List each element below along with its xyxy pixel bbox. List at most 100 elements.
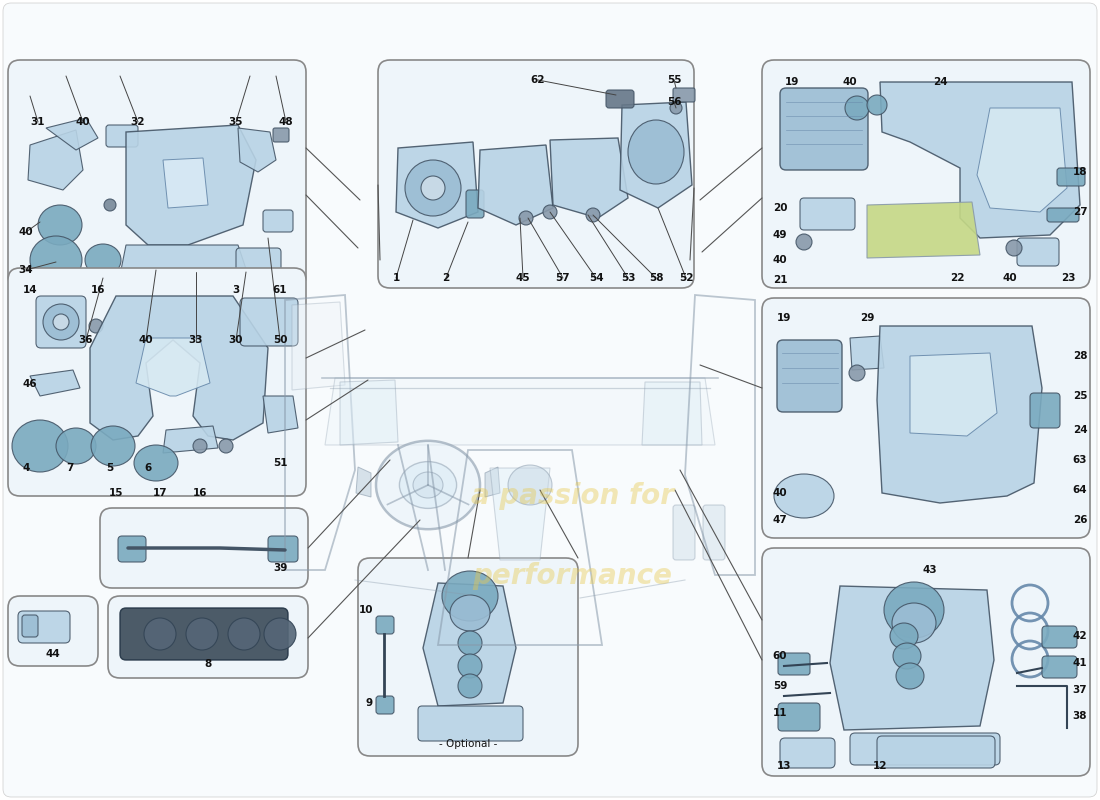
Text: 45: 45 [516, 273, 530, 283]
FancyBboxPatch shape [800, 198, 855, 230]
FancyBboxPatch shape [358, 558, 578, 756]
FancyBboxPatch shape [778, 703, 820, 731]
Ellipse shape [890, 623, 918, 649]
FancyBboxPatch shape [1030, 393, 1060, 428]
FancyBboxPatch shape [263, 210, 293, 232]
Text: 1: 1 [393, 273, 399, 283]
Ellipse shape [134, 445, 178, 481]
Text: 40: 40 [772, 255, 788, 265]
Text: 35: 35 [229, 117, 243, 127]
Text: 43: 43 [923, 565, 937, 575]
Ellipse shape [458, 654, 482, 678]
Text: 13: 13 [777, 761, 791, 771]
Polygon shape [163, 158, 208, 208]
Text: 21: 21 [772, 275, 788, 285]
Text: 19: 19 [777, 313, 791, 323]
Text: 60: 60 [772, 651, 788, 661]
FancyBboxPatch shape [877, 736, 996, 768]
FancyBboxPatch shape [606, 90, 634, 108]
Polygon shape [126, 125, 256, 245]
Text: 11: 11 [772, 708, 788, 718]
Ellipse shape [896, 663, 924, 689]
Polygon shape [830, 586, 994, 730]
Text: 44: 44 [45, 649, 60, 659]
Ellipse shape [893, 643, 921, 669]
Text: 54: 54 [588, 273, 603, 283]
Ellipse shape [774, 474, 834, 518]
Text: 27: 27 [1072, 207, 1087, 217]
Text: 14: 14 [23, 285, 37, 295]
Ellipse shape [586, 208, 600, 222]
Polygon shape [867, 202, 980, 258]
Text: 55: 55 [667, 75, 681, 85]
Polygon shape [263, 396, 298, 433]
FancyBboxPatch shape [780, 738, 835, 768]
Polygon shape [620, 102, 692, 208]
Ellipse shape [228, 618, 260, 650]
Text: 38: 38 [1072, 711, 1087, 721]
Ellipse shape [849, 365, 865, 381]
Polygon shape [324, 378, 715, 445]
FancyBboxPatch shape [236, 248, 280, 276]
FancyBboxPatch shape [106, 125, 138, 147]
Text: 40: 40 [1003, 273, 1018, 283]
Ellipse shape [508, 465, 552, 505]
FancyBboxPatch shape [120, 608, 288, 660]
Ellipse shape [219, 439, 233, 453]
Ellipse shape [264, 618, 296, 650]
Ellipse shape [30, 236, 82, 284]
Ellipse shape [884, 582, 944, 638]
Ellipse shape [1006, 240, 1022, 256]
Text: 28: 28 [1072, 351, 1087, 361]
Ellipse shape [867, 95, 887, 115]
Ellipse shape [43, 304, 79, 340]
Ellipse shape [458, 674, 482, 698]
Ellipse shape [91, 426, 135, 466]
Text: 17: 17 [153, 488, 167, 498]
Text: 59: 59 [773, 681, 788, 691]
Text: 40: 40 [19, 227, 33, 237]
Text: 49: 49 [772, 230, 788, 240]
Text: 39: 39 [273, 563, 287, 573]
Text: 15: 15 [109, 488, 123, 498]
FancyBboxPatch shape [268, 536, 298, 562]
Ellipse shape [628, 120, 684, 184]
FancyBboxPatch shape [1057, 168, 1085, 186]
Ellipse shape [192, 439, 207, 453]
Ellipse shape [376, 441, 480, 530]
Text: 50: 50 [273, 335, 287, 345]
FancyBboxPatch shape [3, 3, 1097, 797]
Polygon shape [977, 108, 1067, 212]
FancyBboxPatch shape [703, 505, 725, 560]
Ellipse shape [85, 244, 121, 276]
Text: 36: 36 [79, 335, 94, 345]
Polygon shape [90, 296, 268, 440]
Text: 18: 18 [1072, 167, 1087, 177]
Ellipse shape [421, 176, 446, 200]
Text: 24: 24 [933, 77, 947, 87]
FancyBboxPatch shape [36, 296, 86, 348]
Text: 33: 33 [189, 335, 204, 345]
Text: 19: 19 [784, 77, 800, 87]
FancyBboxPatch shape [1042, 656, 1077, 678]
Text: 47: 47 [772, 515, 788, 525]
Text: 16: 16 [90, 285, 106, 295]
FancyBboxPatch shape [240, 298, 298, 346]
Ellipse shape [845, 96, 869, 120]
Text: 20: 20 [772, 203, 788, 213]
Text: 56: 56 [667, 97, 681, 107]
Polygon shape [424, 583, 516, 706]
Ellipse shape [543, 205, 557, 219]
Text: 26: 26 [1072, 515, 1087, 525]
Text: 40: 40 [772, 488, 788, 498]
Text: 32: 32 [131, 117, 145, 127]
FancyBboxPatch shape [376, 696, 394, 714]
FancyBboxPatch shape [108, 596, 308, 678]
FancyBboxPatch shape [378, 60, 694, 288]
FancyBboxPatch shape [673, 88, 695, 102]
Polygon shape [46, 118, 98, 150]
Polygon shape [490, 468, 550, 560]
Polygon shape [877, 326, 1042, 503]
Polygon shape [850, 336, 884, 370]
FancyBboxPatch shape [762, 548, 1090, 776]
